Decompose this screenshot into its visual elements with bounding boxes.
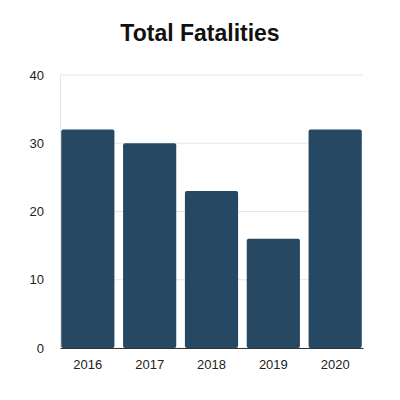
x-axis-line — [61, 348, 364, 349]
x-tick: 2018 — [197, 348, 226, 372]
chart-title: Total Fatalities — [120, 20, 279, 46]
y-tick-label: 30 — [30, 136, 44, 151]
bar — [185, 191, 238, 348]
bar — [309, 130, 362, 348]
plot-area: 0 10 20 30 40 2016 2017 2018 2019 2020 — [30, 68, 364, 373]
y-tick: 10 — [30, 272, 60, 287]
x-tick-label: 2017 — [135, 357, 164, 372]
x-tick: 2020 — [321, 348, 350, 372]
y-tick: 0 — [37, 341, 60, 356]
x-tick: 2016 — [73, 348, 102, 372]
bar — [123, 143, 176, 348]
y-tick: 30 — [30, 136, 60, 151]
chart-container: Total Fatalities010203040201620172018201… — [0, 0, 400, 400]
y-tick-label: 20 — [30, 204, 44, 219]
y-axis: 0 10 20 30 40 — [30, 68, 61, 356]
x-tick-label: 2016 — [73, 357, 102, 372]
y-tick: 40 — [30, 68, 60, 83]
x-tick: 2017 — [135, 348, 164, 372]
grid — [60, 75, 363, 348]
x-tick-label: 2019 — [259, 357, 288, 372]
x-tick: 2019 — [259, 348, 288, 372]
y-tick: 20 — [30, 204, 60, 219]
y-axis-line — [60, 76, 61, 349]
chart-svg: Total Fatalities010203040201620172018201… — [0, 0, 400, 400]
bar — [61, 130, 114, 348]
y-tick-label: 10 — [30, 272, 44, 287]
bars — [61, 130, 362, 348]
y-tick-label: 0 — [37, 341, 44, 356]
grid-line — [60, 75, 363, 76]
x-tick-label: 2018 — [197, 357, 226, 372]
x-axis: 2016 2017 2018 2019 2020 — [61, 348, 364, 372]
x-tick-label: 2020 — [321, 357, 350, 372]
bar — [247, 239, 300, 348]
y-tick-label: 40 — [30, 68, 44, 83]
